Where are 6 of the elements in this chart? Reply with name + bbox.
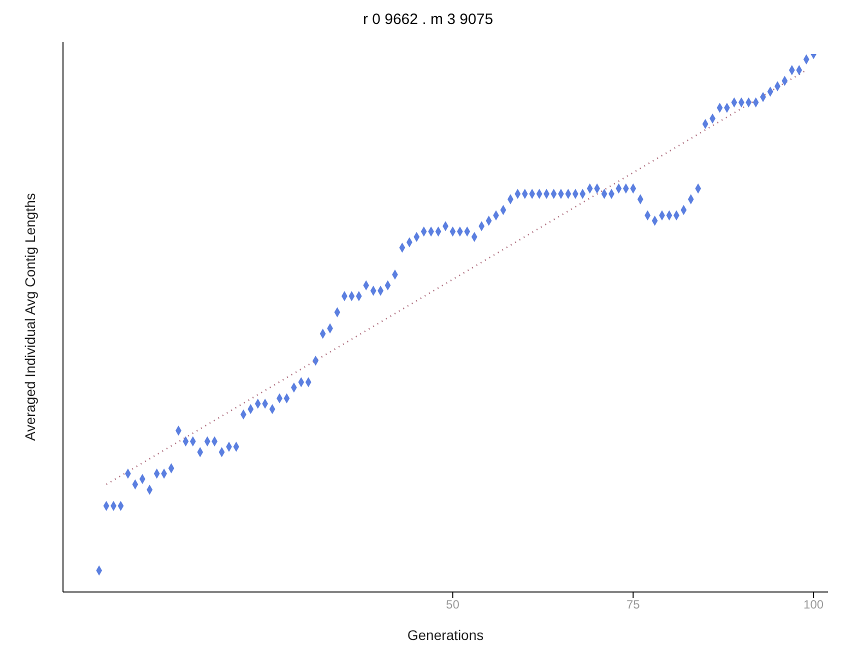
x-axis-title: Generations [407, 627, 484, 643]
x-tick-label: 100 [804, 598, 824, 612]
x-tick-label: 50 [446, 598, 460, 612]
x-tick-label: 75 [626, 598, 640, 612]
chart-title: r 0 9662 . m 3 9075 [362, 10, 494, 30]
y-axis-title: Averaged Individual Avg Contig Lengths [22, 193, 38, 441]
